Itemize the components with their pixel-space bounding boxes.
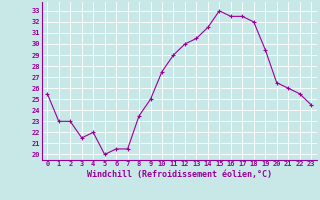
X-axis label: Windchill (Refroidissement éolien,°C): Windchill (Refroidissement éolien,°C) <box>87 170 272 179</box>
